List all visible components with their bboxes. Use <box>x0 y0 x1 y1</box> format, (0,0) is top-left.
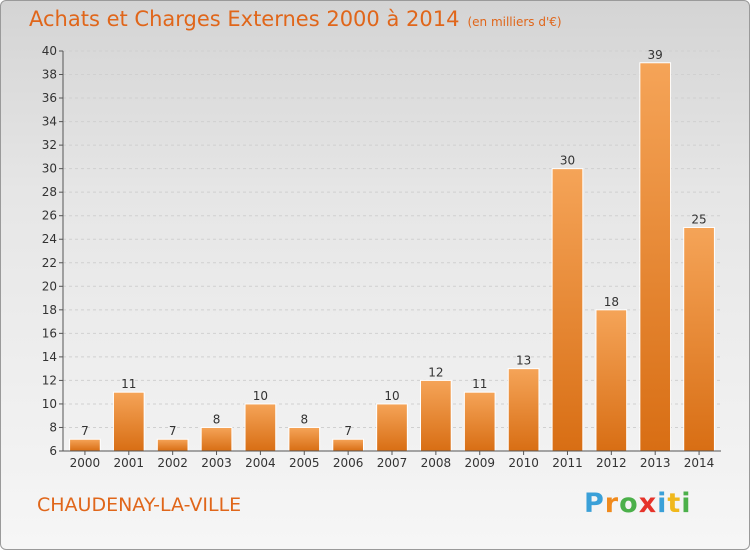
chart-title: Achats et Charges Externes 2000 à 2014 (e… <box>29 7 562 31</box>
y-tick-label: 36 <box>42 91 57 105</box>
x-tick-label: 2010 <box>508 456 539 470</box>
x-tick-label: 2004 <box>245 456 276 470</box>
bar-value-label: 7 <box>344 424 352 438</box>
commune-name: CHAUDENAY-LA-VILLE <box>37 494 242 516</box>
bar-2009 <box>463 391 496 452</box>
bar-2002 <box>156 438 189 452</box>
y-tick-label: 10 <box>42 397 57 411</box>
bar-value-label: 30 <box>560 154 575 168</box>
bar-2003 <box>200 426 233 452</box>
x-tick-label: 2007 <box>377 456 408 470</box>
chart-title-text: Achats et Charges Externes 2000 à 2014 <box>29 7 460 31</box>
logo-letter: o <box>619 488 639 519</box>
bar-value-label: 11 <box>121 377 136 391</box>
bar-2001 <box>112 391 145 452</box>
logo-letter: t <box>667 488 682 519</box>
y-axis: 6 8 10 12 14 16 18 20 22 24 26 28 30 32 34 36 38 40 <box>42 44 64 458</box>
y-tick-label: 16 <box>42 326 57 340</box>
bar-value-label: 7 <box>169 424 177 438</box>
bar-value-label: 7 <box>81 424 89 438</box>
bar-2013 <box>639 62 672 452</box>
y-tick-label: 12 <box>42 373 57 387</box>
x-tick-label: 2013 <box>640 456 671 470</box>
x-tick-label: 2009 <box>464 456 495 470</box>
logo-letter: i <box>681 488 692 519</box>
bar-2005 <box>288 426 321 452</box>
bar-2004 <box>244 403 277 452</box>
y-tick-label: 18 <box>42 303 57 317</box>
y-tick-label: 14 <box>42 350 57 364</box>
bar-value-label: 8 <box>300 412 308 426</box>
logo-letter: r <box>604 488 620 519</box>
y-tick-label: 24 <box>42 232 57 246</box>
y-tick-label: 38 <box>42 68 57 82</box>
y-tick-label: 28 <box>42 185 57 199</box>
bar-2007 <box>376 403 408 452</box>
bar-value-label: 10 <box>253 389 268 403</box>
bar-value-label: 13 <box>516 354 531 368</box>
y-tick-label: 26 <box>42 209 57 223</box>
bar-value-label: 11 <box>472 377 487 391</box>
y-tick-label: 40 <box>42 44 57 58</box>
y-tick-label: 30 <box>42 162 57 176</box>
bar-value-label: 12 <box>428 365 443 379</box>
logo-letter: x <box>638 488 658 519</box>
x-tick-label: 2008 <box>421 456 452 470</box>
x-tick-label: 2012 <box>596 456 627 470</box>
y-tick-label: 22 <box>42 256 57 270</box>
x-tick-label: 2001 <box>114 456 145 470</box>
y-tick-label: 8 <box>49 420 57 434</box>
x-tick-label: 2003 <box>201 456 232 470</box>
bar-value-label: 39 <box>648 48 663 62</box>
proxiti-logo: Proxiti <box>584 488 692 519</box>
chart-subtitle: (en milliers d'€) <box>467 15 562 29</box>
y-tick-label: 34 <box>42 115 57 129</box>
x-tick-label: 2002 <box>157 456 188 470</box>
y-tick-label: 32 <box>42 138 57 152</box>
logo-letter: i <box>657 488 668 519</box>
x-axis: 2000 2001 2002 2003 2004 2005 2006 2007 2008 2009… <box>63 450 721 470</box>
bar-2010 <box>507 368 540 452</box>
logo-letter: P <box>584 488 605 519</box>
x-tick-label: 2000 <box>70 456 101 470</box>
bar-2014 <box>683 226 715 452</box>
bar-2011 <box>551 168 584 452</box>
bar-value-label: 25 <box>691 212 706 226</box>
x-tick-label: 2011 <box>552 456 583 470</box>
y-tick-label: 6 <box>49 444 57 458</box>
bar-value-label: 10 <box>384 389 399 403</box>
bar-2008 <box>420 379 452 452</box>
bar-2000 <box>69 438 101 452</box>
x-tick-label: 2014 <box>684 456 715 470</box>
x-tick-label: 2005 <box>289 456 320 470</box>
bar-value-label: 18 <box>604 295 619 309</box>
y-tick-label: 20 <box>42 279 57 293</box>
bars: 7 11 7 8 10 8 7 10 12 11 13 30 18 39 25 <box>69 48 715 452</box>
x-tick-label: 2006 <box>333 456 364 470</box>
bar-value-label: 8 <box>213 412 221 426</box>
bar-2012 <box>595 309 628 452</box>
bar-2006 <box>332 438 364 452</box>
